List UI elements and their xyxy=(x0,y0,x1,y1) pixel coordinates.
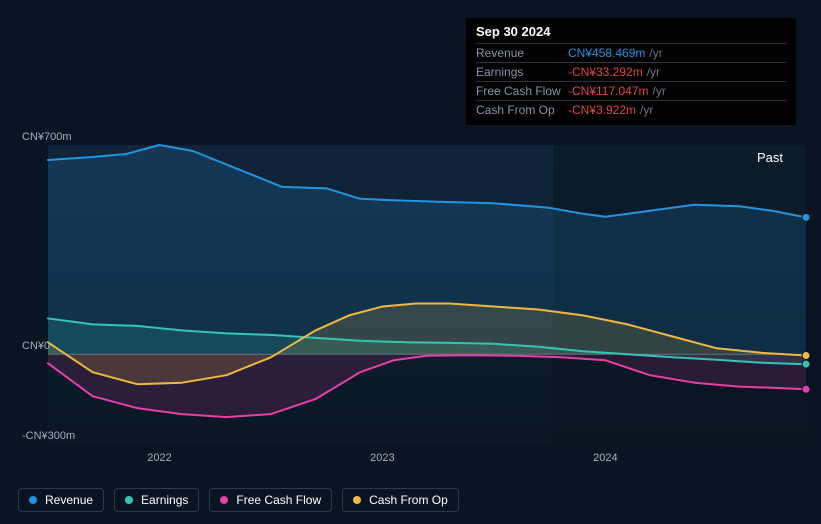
tooltip-row-label: Revenue xyxy=(476,46,568,60)
chart-tooltip: Sep 30 2024 RevenueCN¥458.469m/yrEarning… xyxy=(466,18,796,125)
tooltip-row-label: Earnings xyxy=(476,65,568,79)
tooltip-row: Free Cash Flow-CN¥117.047m/yr xyxy=(476,81,786,100)
legend-item-revenue[interactable]: Revenue xyxy=(18,488,104,512)
legend-item-earnings[interactable]: Earnings xyxy=(114,488,199,512)
y-axis-label: CN¥0 xyxy=(22,340,50,352)
legend-dot-icon xyxy=(125,496,133,504)
y-axis-label: -CN¥300m xyxy=(22,430,75,442)
legend-dot-icon xyxy=(353,496,361,504)
x-axis-label: 2024 xyxy=(593,452,617,464)
tooltip-row-label: Cash From Op xyxy=(476,103,568,117)
legend-item-fcf[interactable]: Free Cash Flow xyxy=(209,488,332,512)
legend-item-label: Earnings xyxy=(141,493,188,507)
tooltip-row-value: -CN¥33.292m xyxy=(568,65,643,79)
financials-chart: CN¥700m CN¥0 -CN¥300m 2022 2023 2024 Past Se… xyxy=(0,0,821,524)
tooltip-row: RevenueCN¥458.469m/yr xyxy=(476,43,786,62)
legend-dot-icon xyxy=(220,496,228,504)
tooltip-row-label: Free Cash Flow xyxy=(476,84,568,98)
tooltip-row: Earnings-CN¥33.292m/yr xyxy=(476,62,786,81)
legend-item-label: Revenue xyxy=(45,493,93,507)
tooltip-row-unit: /yr xyxy=(652,84,665,98)
x-axis-label: 2022 xyxy=(147,452,171,464)
tooltip-date: Sep 30 2024 xyxy=(476,24,786,39)
past-label: Past xyxy=(757,150,783,165)
tooltip-row-unit: /yr xyxy=(647,65,660,79)
legend-dot-icon xyxy=(29,496,37,504)
tooltip-row-unit: /yr xyxy=(649,46,662,60)
y-axis-label: CN¥700m xyxy=(22,131,72,143)
legend-item-label: Cash From Op xyxy=(369,493,448,507)
legend-item-label: Free Cash Flow xyxy=(236,493,321,507)
x-axis-label: 2023 xyxy=(370,452,394,464)
chart-legend: Revenue Earnings Free Cash Flow Cash From O… xyxy=(18,488,459,512)
tooltip-row-value: -CN¥3.922m xyxy=(568,103,636,117)
tooltip-row-value: -CN¥117.047m xyxy=(568,84,648,98)
tooltip-row: Cash From Op-CN¥3.922m/yr xyxy=(476,100,786,119)
tooltip-row-unit: /yr xyxy=(640,103,653,117)
tooltip-row-value: CN¥458.469m xyxy=(568,46,645,60)
legend-item-cfo[interactable]: Cash From Op xyxy=(342,488,459,512)
